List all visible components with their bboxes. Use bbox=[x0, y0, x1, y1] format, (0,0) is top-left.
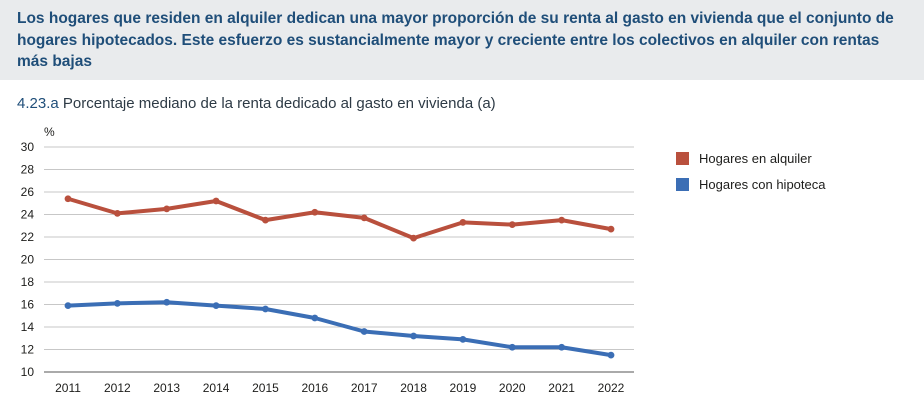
legend: Hogares en alquiler Hogares con hipoteca bbox=[676, 145, 825, 197]
series-line-1 bbox=[66, 300, 613, 358]
data-point bbox=[64, 302, 72, 310]
data-point bbox=[360, 328, 368, 335]
y-tick-label: 26 bbox=[21, 185, 35, 199]
chart-title-text: Porcentaje mediano de la renta dedicado … bbox=[62, 95, 496, 112]
gridlines bbox=[44, 146, 634, 373]
data-point bbox=[410, 332, 417, 340]
data-point bbox=[163, 298, 171, 306]
x-tick-label: 2022 bbox=[598, 381, 625, 395]
header-band: Los hogares que residen en alquiler dedi… bbox=[0, 0, 924, 80]
x-tick-label: 2020 bbox=[499, 381, 526, 395]
y-axis-unit-label: % bbox=[44, 125, 55, 139]
data-point bbox=[558, 216, 566, 224]
y-tick-label: 18 bbox=[21, 275, 35, 289]
data-point bbox=[212, 197, 220, 205]
data-point bbox=[607, 225, 615, 233]
data-point bbox=[262, 305, 269, 313]
data-point bbox=[459, 335, 467, 343]
data-point bbox=[64, 195, 72, 203]
x-axis-ticks: 2011 2012 2013 2014 2015 2016 2017 2018 2019 2020… bbox=[55, 381, 625, 395]
y-tick-label: 20 bbox=[21, 253, 35, 267]
legend-item-mortgage: Hogares con hipoteca bbox=[676, 171, 825, 197]
x-tick-label: 2014 bbox=[203, 381, 230, 395]
y-tick-label: 22 bbox=[21, 230, 35, 244]
x-tick-label: 2011 bbox=[55, 381, 81, 395]
legend-label-mortgage: Hogares con hipoteca bbox=[699, 176, 826, 192]
data-point bbox=[212, 302, 220, 310]
legend-swatch-rent bbox=[676, 151, 689, 165]
x-tick-label: 2017 bbox=[351, 381, 378, 395]
x-tick-label: 2021 bbox=[548, 381, 575, 395]
chart-number: 4.23.a bbox=[17, 95, 59, 112]
y-axis-ticks: 10 12 14 16 18 20 22 24 26 28 30 bbox=[21, 140, 35, 379]
y-tick-label: 14 bbox=[21, 320, 35, 334]
data-point bbox=[607, 351, 615, 359]
data-point bbox=[360, 214, 368, 222]
data-point bbox=[508, 221, 516, 229]
data-point bbox=[558, 343, 566, 351]
series-lines bbox=[64, 195, 615, 359]
y-tick-label: 12 bbox=[21, 343, 35, 357]
data-point bbox=[262, 216, 269, 224]
data-point bbox=[163, 205, 171, 213]
x-tick-label: 2015 bbox=[252, 381, 279, 395]
legend-label-rent: Hogares en alquiler bbox=[699, 150, 812, 166]
y-tick-label: 24 bbox=[21, 208, 35, 222]
chart-title: 4.23.a Porcentaje mediano de la renta de… bbox=[17, 95, 496, 112]
data-point bbox=[113, 299, 121, 307]
data-point bbox=[311, 208, 319, 216]
y-tick-label: 30 bbox=[21, 140, 35, 154]
x-tick-label: 2018 bbox=[400, 381, 427, 395]
legend-swatch-mortgage bbox=[676, 177, 689, 191]
x-tick-label: 2012 bbox=[104, 381, 131, 395]
headline: Los hogares que residen en alquiler dedi… bbox=[17, 10, 894, 70]
y-tick-label: 28 bbox=[21, 163, 35, 177]
data-point bbox=[459, 218, 467, 226]
y-tick-label: 10 bbox=[21, 365, 35, 379]
x-tick-label: 2016 bbox=[301, 381, 328, 395]
legend-item-rent: Hogares en alquiler bbox=[676, 145, 825, 171]
x-tick-label: 2013 bbox=[153, 381, 180, 395]
data-point bbox=[113, 209, 121, 217]
series-line-0 bbox=[66, 196, 613, 241]
data-point bbox=[508, 343, 516, 351]
data-point bbox=[410, 234, 417, 242]
x-tick-label: 2019 bbox=[450, 381, 477, 395]
y-tick-label: 16 bbox=[21, 298, 35, 312]
data-point bbox=[311, 314, 319, 322]
